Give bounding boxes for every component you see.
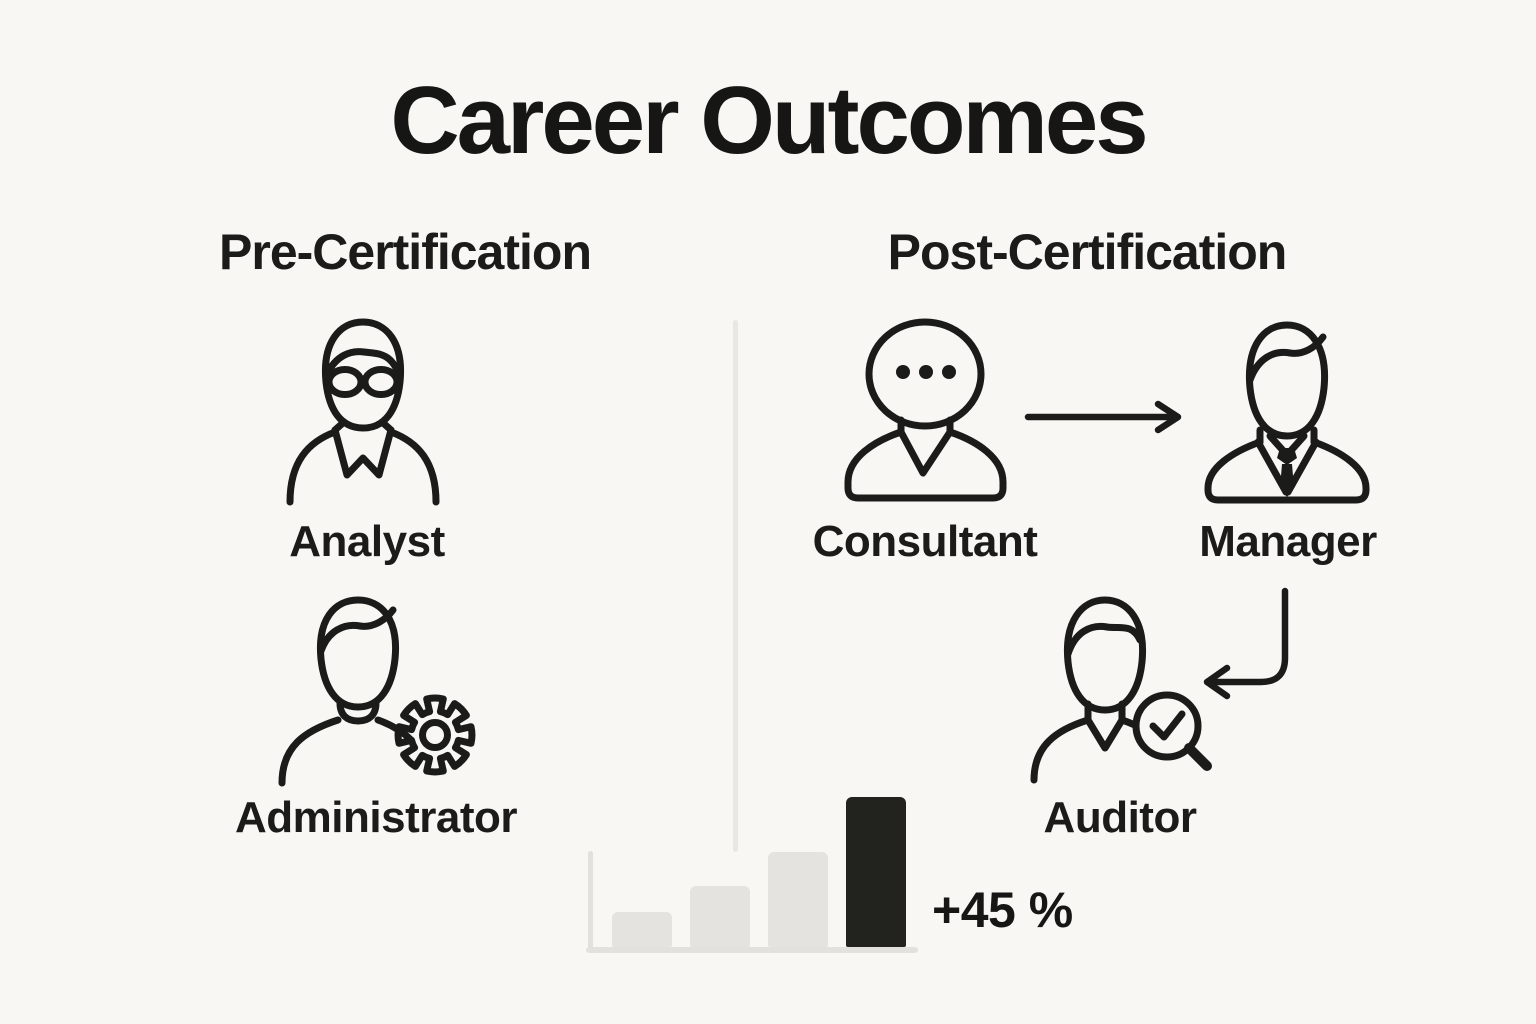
consultant-label: Consultant <box>812 517 1038 566</box>
page-title: Career Outcomes <box>390 67 1148 174</box>
chart-y-axis <box>588 851 593 951</box>
chart-x-axis <box>586 947 918 953</box>
consultant-to-manager-arrow-icon <box>1024 400 1190 434</box>
chart-bar <box>612 912 672 947</box>
analyst-label: Analyst <box>289 517 445 566</box>
analyst-person-icon <box>278 316 453 506</box>
chart-bar <box>690 886 750 947</box>
manager-label: Manager <box>1199 517 1377 566</box>
column-divider <box>733 320 738 852</box>
mini-bar-chart-bars <box>612 797 906 947</box>
auditor-label: Auditor <box>1043 793 1197 842</box>
consultant-speech-person-icon <box>838 316 1013 511</box>
pre-certification-heading: Pre-Certification <box>219 224 592 280</box>
chart-bar-highlight <box>846 797 906 947</box>
manager-suit-person-icon <box>1198 318 1378 508</box>
administrator-label: Administrator <box>235 793 517 842</box>
manager-to-auditor-arrow-icon <box>1193 586 1305 701</box>
chart-gain-annotation: +45 % <box>932 882 1073 938</box>
post-certification-heading: Post-Certification <box>887 224 1288 280</box>
chart-bar <box>768 852 828 947</box>
administrator-gear-person-icon <box>268 593 483 788</box>
auditor-magnifier-person-icon <box>1030 594 1230 784</box>
